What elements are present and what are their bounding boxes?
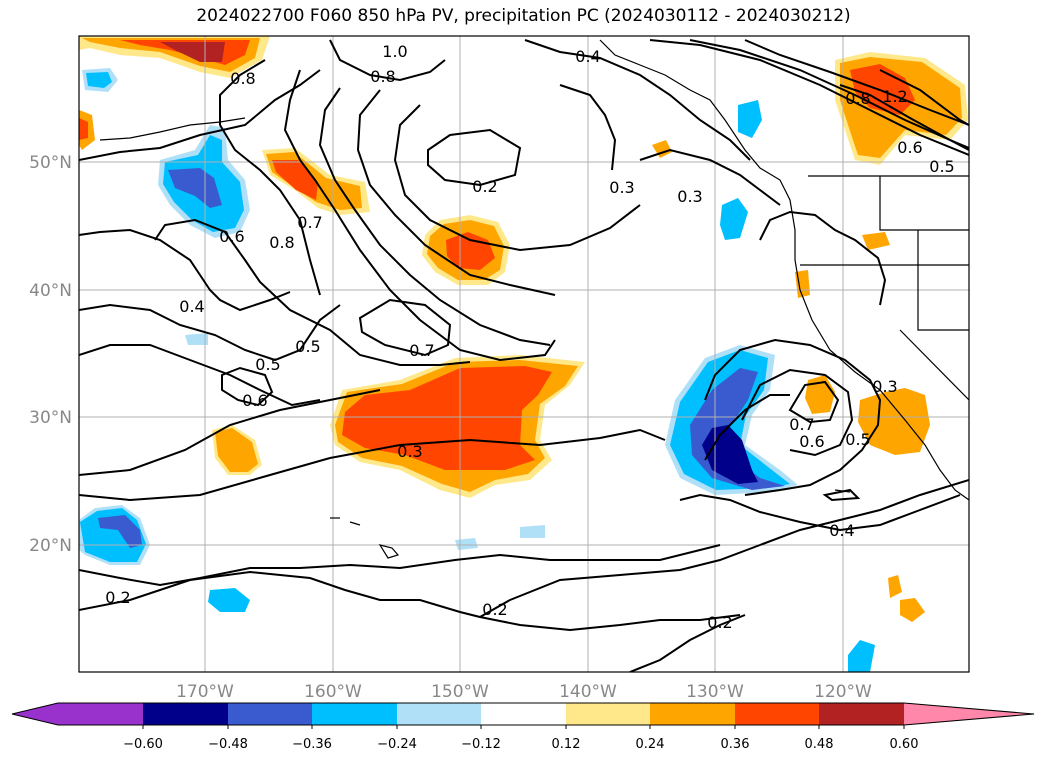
colorbar-segment [143, 703, 228, 725]
contour-label: 0.3 [397, 442, 422, 461]
precipitation-fill [79, 36, 968, 672]
lon-label: 130°W [686, 682, 744, 702]
contour-label: 0.4 [179, 297, 204, 316]
contour-label: 0.2 [105, 588, 130, 607]
contour-label: 0.6 [897, 138, 922, 157]
colorbar-segment [735, 703, 819, 725]
lat-labels: 50°N 40°N 30°N 20°N [29, 153, 72, 556]
contour-label: 1.2 [882, 87, 907, 106]
colorbar-outline [11, 702, 1035, 726]
colorbar-tick-label: 0.12 [552, 737, 581, 752]
colorbar-tick-label: −0.36 [292, 737, 332, 752]
gridlines [79, 36, 969, 672]
colorbar-tick-label: −0.60 [123, 737, 163, 752]
contour-label: 0.3 [609, 178, 634, 197]
colorbar: −0.60 −0.48 −0.36 −0.24 −0.12 0.12 0.24 … [11, 702, 1035, 752]
colorbar-segment [58, 703, 143, 725]
contour-label: 0.7 [789, 415, 814, 434]
lat-label: 20°N [29, 536, 72, 556]
contour-label: 0.7 [409, 341, 434, 360]
contour-labels: 0.8 1.0 0.8 0.4 0.2 0.3 0.3 0.6 0.8 0.7 … [105, 42, 954, 632]
colorbar-segment [481, 703, 566, 725]
contour-label: 0.5 [255, 355, 280, 374]
colorbar-tick-label: −0.12 [461, 737, 501, 752]
map-title: 2024022700 F060 850 hPa PV, precipitatio… [196, 6, 851, 26]
contour-label: 0.8 [370, 67, 395, 86]
colorbar-segment [650, 703, 735, 725]
contour-label: 0.8 [845, 89, 870, 108]
contour-label: 0.4 [829, 521, 854, 540]
colorbar-tick-label: −0.24 [377, 737, 417, 752]
colorbar-segment [228, 703, 312, 725]
contour-label: 0.3 [677, 187, 702, 206]
contour-label: 0.3 [872, 377, 897, 396]
lat-label: 50°N [29, 153, 72, 173]
colorbar-tick-label: 0.24 [636, 737, 665, 752]
contour-label: 0.5 [295, 337, 320, 356]
colorbar-extend-low [12, 703, 58, 725]
colorbar-extend-high [904, 703, 1034, 725]
colorbar-tick-label: 0.48 [805, 737, 834, 752]
contour-label: 0.6 [242, 391, 267, 410]
pv-contours [79, 39, 969, 672]
contour-label: 0.8 [230, 69, 255, 88]
contour-label: 0.2 [472, 177, 497, 196]
lon-label: 160°W [304, 682, 362, 702]
contour-label: 0.4 [575, 47, 600, 66]
lat-label: 30°N [29, 408, 72, 428]
map-background [79, 36, 969, 672]
lon-label: 120°W [814, 682, 872, 702]
coastlines [99, 39, 969, 559]
contour-label: 1.0 [382, 42, 407, 61]
contour-label: 0.5 [845, 430, 870, 449]
lat-label: 40°N [29, 281, 72, 301]
colorbar-tick-label: 0.36 [721, 737, 750, 752]
colorbar-segment [312, 703, 397, 725]
contour-label: 0.7 [297, 213, 322, 232]
lon-labels: 170°W 160°W 150°W 140°W 130°W 120°W [176, 682, 872, 702]
colorbar-segment [819, 703, 904, 725]
contour-label: 0.2 [482, 600, 507, 619]
colorbar-ticks [142, 725, 905, 729]
contour-label: 0.2 [707, 613, 732, 632]
colorbar-segment [397, 703, 481, 725]
map-frame [78, 35, 970, 673]
contour-label: 0.6 [219, 227, 244, 246]
colorbar-tick-label: −0.48 [208, 737, 248, 752]
contour-label: 0.6 [799, 432, 824, 451]
contour-label: 0.5 [929, 157, 954, 176]
lon-label: 140°W [559, 682, 617, 702]
lon-label: 170°W [176, 682, 234, 702]
colorbar-tick-label: 0.60 [890, 737, 919, 752]
contour-label: 0.8 [269, 233, 294, 252]
lon-label: 150°W [431, 682, 489, 702]
colorbar-segment [566, 703, 650, 725]
